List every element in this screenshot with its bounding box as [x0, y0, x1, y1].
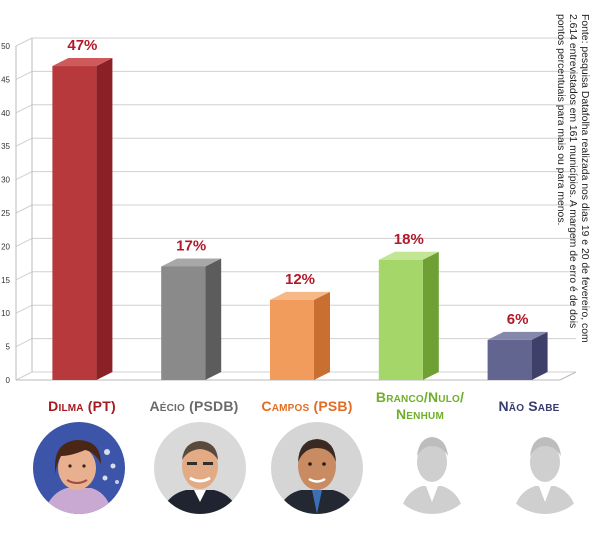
y-tick-label: 15: [1, 276, 10, 285]
bar-top-aecio: [161, 258, 222, 267]
bar-side-nao-sabe: [531, 331, 548, 380]
bar-side-branco-nulo: [422, 251, 439, 380]
campos-photo: [271, 422, 363, 514]
silhouette-icon: [499, 422, 591, 514]
label-nao-sabe: Não Sabe: [469, 398, 589, 415]
bar-top-branco-nulo: [378, 251, 439, 260]
bar-side-dilma: [96, 58, 113, 380]
label-branco-nulo: Branco/Nulo/ Nenhum: [360, 389, 480, 423]
bar-side-campos: [314, 291, 330, 380]
gridline-depth: [15, 338, 33, 348]
gridline-depth: [15, 237, 33, 247]
value-label-branco-nulo: 18%: [394, 231, 424, 248]
gridline-depth: [15, 70, 33, 80]
label-campos: Campos (PSB): [247, 398, 367, 415]
gridline-depth: [15, 104, 33, 114]
value-label-campos: 12%: [285, 271, 315, 288]
label-campos-line-1: Campos (PSB): [261, 398, 353, 414]
y-tick-label: 35: [1, 142, 10, 151]
bar-top-campos: [270, 291, 330, 300]
label-branco-line-2: Nenhum: [396, 406, 444, 422]
gridline-depth: [15, 37, 33, 47]
bar-nao-sabe: [487, 339, 532, 380]
y-tick-label: 50: [1, 42, 10, 51]
gridline-depth: [15, 371, 33, 381]
y-tick-label: 45: [1, 75, 10, 84]
y-tick-label: 40: [1, 109, 10, 118]
y-tick-label: 10: [1, 309, 10, 318]
label-aecio: Aécio (PSDB): [134, 398, 254, 415]
gridline-depth: [15, 171, 33, 181]
gridline-depth: [15, 271, 33, 281]
label-dilma: Dilma (PT): [22, 398, 142, 415]
gridline-depth: [15, 204, 33, 214]
label-branco-line-1: Branco/Nulo/: [375, 389, 465, 405]
source-note: Fonte: pesquisa Datafolha realizada nos …: [555, 14, 590, 343]
bar-campos: [270, 299, 314, 380]
bar-branco-nulo: [378, 259, 423, 380]
label-dilma-line-1: Dilma (PT): [48, 398, 116, 414]
label-nao-sabe-line-1: Não Sabe: [498, 398, 560, 414]
value-label-aecio: 17%: [176, 237, 206, 254]
silhouette-icon: [386, 422, 478, 514]
y-tick-label: 25: [1, 209, 10, 218]
bar-aecio: [161, 266, 206, 380]
gridline-depth: [15, 304, 33, 314]
label-aecio-line-1: Aécio (PSDB): [149, 398, 239, 414]
y-tick-label: 0: [6, 376, 11, 385]
bar-top-dilma: [52, 58, 113, 67]
floor-right-edge: [559, 371, 577, 381]
y-tick-label: 30: [1, 176, 10, 185]
aecio-photo: [154, 422, 246, 514]
value-label-nao-sabe: 6%: [507, 311, 529, 328]
y-tick-label: 20: [1, 242, 10, 251]
bar-top-nao-sabe: [487, 331, 548, 340]
bar-dilma: [52, 66, 97, 380]
dilma-photo: [33, 422, 125, 514]
bar-side-aecio: [205, 258, 222, 380]
gridline-depth: [15, 137, 33, 147]
y-tick-label: 5: [6, 343, 11, 352]
value-label-dilma: 47%: [67, 37, 97, 54]
